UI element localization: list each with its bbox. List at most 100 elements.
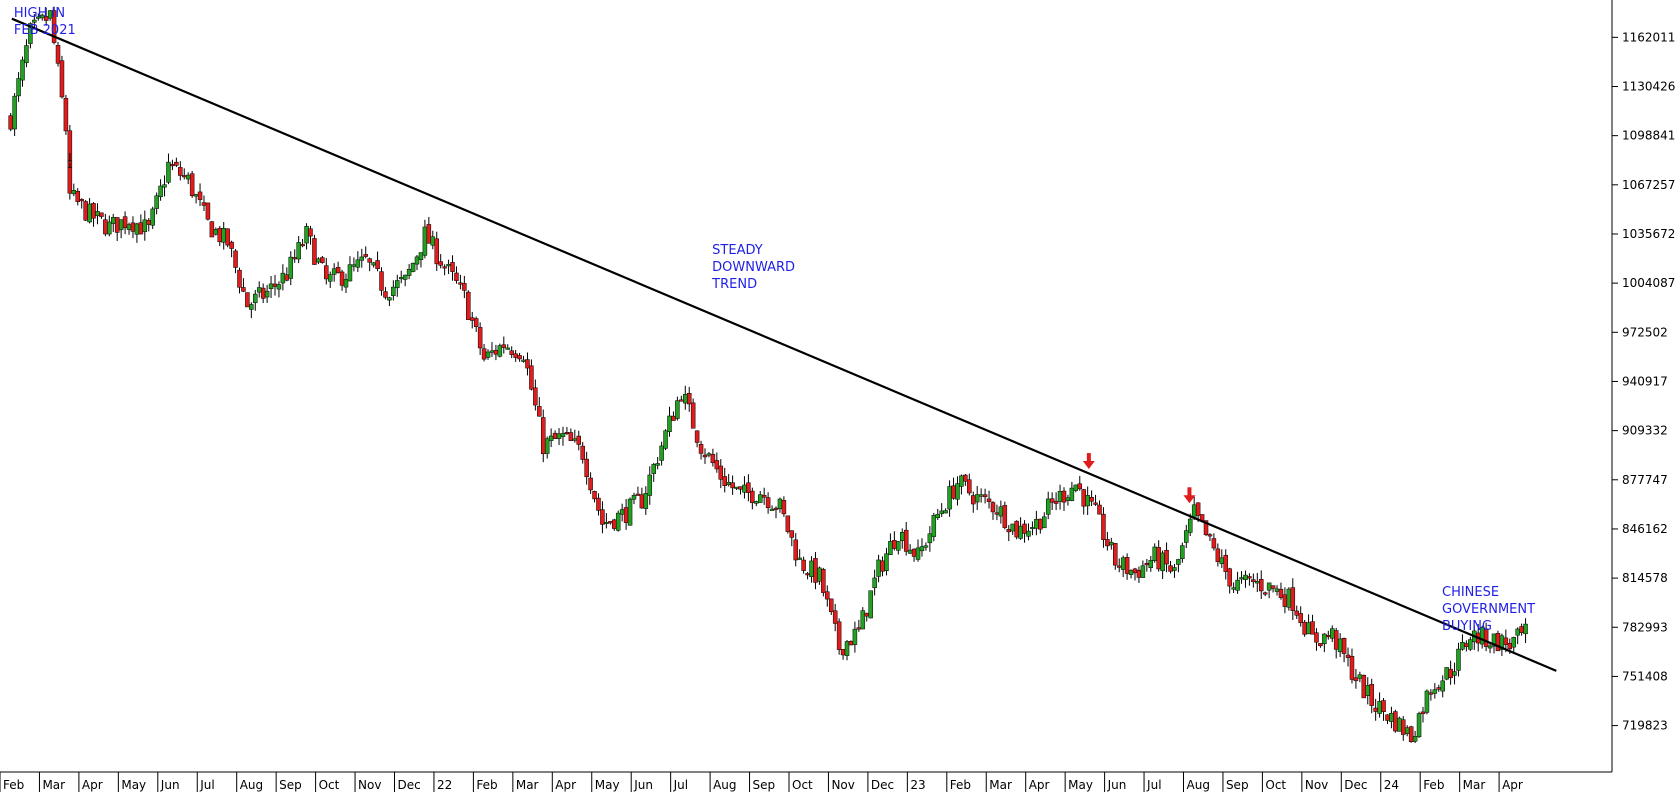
candle	[59, 55, 65, 99]
candle	[430, 230, 436, 250]
candle	[1353, 668, 1359, 689]
candle	[1120, 555, 1126, 578]
candle	[1404, 725, 1410, 737]
candle	[146, 218, 152, 232]
candle-up-body	[16, 78, 21, 97]
candle-up-body	[347, 264, 353, 282]
x-tick-label: Sep	[753, 778, 776, 792]
candle	[379, 267, 384, 296]
candle-up-body	[150, 208, 155, 226]
candle	[217, 225, 223, 247]
candle-up-body	[659, 445, 664, 461]
candle-up-body	[1152, 546, 1157, 562]
candle-up-body	[327, 274, 333, 282]
candle	[714, 452, 720, 473]
x-tick-label: Jun	[1107, 778, 1127, 792]
candle	[107, 215, 112, 237]
candle	[1223, 549, 1228, 580]
candle-up-body	[249, 304, 254, 310]
candle-down-body	[1164, 549, 1169, 565]
candle	[978, 488, 984, 503]
candle-down-body	[537, 406, 542, 417]
candle-down-body	[1038, 518, 1043, 530]
candle	[1128, 569, 1134, 579]
candle	[659, 441, 664, 466]
candle	[896, 541, 901, 555]
candle	[746, 474, 751, 502]
candle	[434, 231, 439, 271]
candle	[1215, 543, 1221, 567]
candle-down-body	[91, 203, 96, 219]
candle	[1365, 677, 1371, 705]
candle	[79, 198, 84, 209]
candle-up-body	[1511, 637, 1516, 648]
candle	[832, 603, 838, 632]
candle-up-body	[107, 221, 112, 235]
candle	[864, 612, 869, 622]
x-tick-label: Oct	[792, 778, 813, 792]
candle	[1452, 662, 1457, 685]
candle	[501, 336, 507, 354]
x-tick-label: Dec	[398, 778, 421, 792]
candle-down-body	[639, 494, 645, 509]
y-tick-label: 1130426	[1622, 79, 1675, 93]
candle	[67, 162, 73, 200]
candle	[718, 459, 724, 489]
candle	[1038, 518, 1043, 534]
candle-down-body	[1227, 568, 1232, 587]
candle	[221, 222, 226, 250]
candle-down-body	[450, 262, 455, 272]
candle-down-body	[1341, 638, 1347, 654]
candle-down-body	[1251, 579, 1256, 583]
candle-up-body	[931, 515, 937, 537]
candle	[1499, 633, 1505, 656]
candle	[793, 533, 798, 567]
candle	[276, 281, 282, 298]
candle	[757, 491, 763, 503]
candle	[888, 533, 893, 556]
candle-down-body	[473, 318, 479, 327]
y-tick-label: 1004087	[1622, 276, 1675, 290]
candle-up-body	[1397, 717, 1402, 732]
candle	[702, 448, 708, 464]
candle	[1255, 572, 1260, 593]
candle	[1456, 642, 1461, 677]
candle	[899, 528, 905, 549]
candle-down-body	[714, 460, 720, 470]
candle	[533, 379, 538, 411]
candle-up-body	[304, 226, 309, 244]
candle-down-body	[1223, 554, 1228, 572]
candle	[1428, 689, 1434, 701]
candle-down-body	[588, 477, 593, 491]
candle	[327, 271, 333, 288]
candle	[541, 409, 546, 463]
candle-up-body	[631, 495, 637, 500]
candle	[406, 264, 412, 280]
candle-up-body	[769, 508, 775, 511]
candle-up-body	[1440, 680, 1445, 692]
candle-down-body	[1385, 714, 1390, 721]
candle-up-body	[627, 498, 633, 526]
candle	[1211, 533, 1217, 551]
candle-down-body	[856, 627, 862, 630]
candle	[690, 398, 696, 429]
candle	[805, 572, 810, 580]
candle-up-body	[87, 203, 92, 223]
candle	[809, 556, 814, 583]
candle	[769, 505, 775, 511]
candle-up-body	[852, 628, 858, 645]
candle-down-body	[1381, 700, 1386, 712]
candle-up-body	[118, 219, 124, 231]
candle	[1448, 660, 1453, 685]
candle	[576, 430, 582, 451]
candle	[911, 548, 917, 562]
candle	[272, 275, 278, 296]
candle-up-body	[406, 268, 412, 276]
candle-up-body	[872, 577, 877, 589]
candle	[1270, 585, 1276, 593]
candle-up-body	[497, 345, 503, 357]
candle-up-body	[817, 567, 822, 582]
candle	[71, 183, 77, 197]
candle-down-body	[55, 45, 61, 64]
candle	[410, 262, 416, 273]
